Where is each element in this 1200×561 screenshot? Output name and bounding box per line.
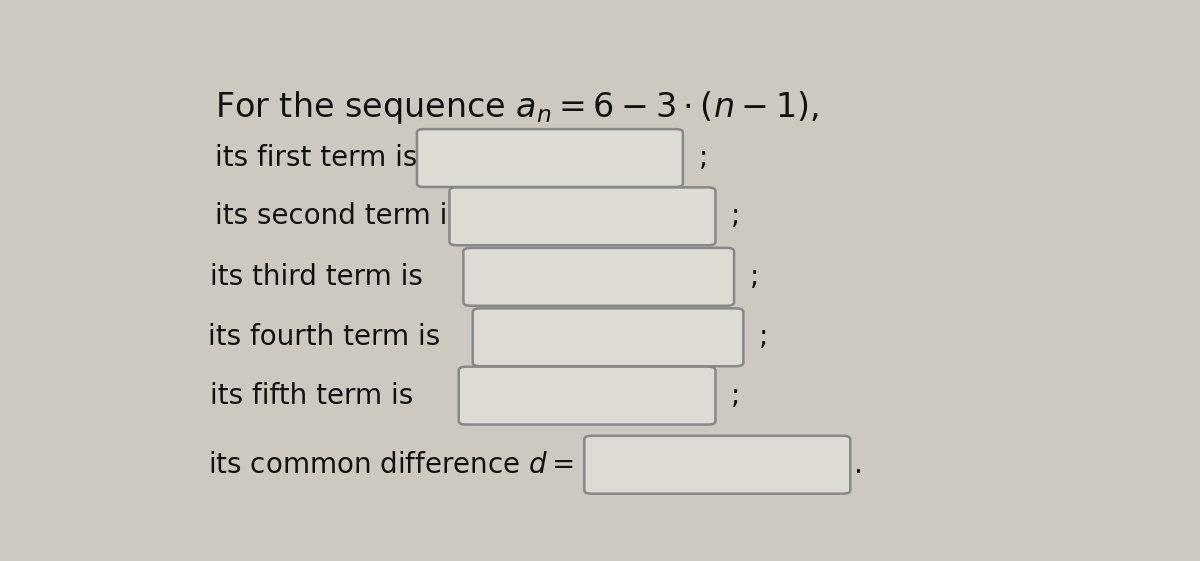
FancyBboxPatch shape xyxy=(458,367,715,425)
FancyBboxPatch shape xyxy=(584,436,851,494)
Text: ;: ; xyxy=(750,263,760,291)
Text: its fourth term is: its fourth term is xyxy=(208,323,440,351)
FancyBboxPatch shape xyxy=(473,309,743,366)
Text: ;: ; xyxy=(698,144,708,172)
FancyBboxPatch shape xyxy=(450,187,715,245)
Text: ;: ; xyxy=(731,203,740,231)
Text: .: . xyxy=(854,450,863,479)
Text: For the sequence $a_n = 6 - 3 \cdot (n - 1),$: For the sequence $a_n = 6 - 3 \cdot (n -… xyxy=(215,89,818,126)
Text: its common difference $d =$: its common difference $d =$ xyxy=(208,450,574,479)
Text: ;: ; xyxy=(731,381,740,410)
Text: its fifth term is: its fifth term is xyxy=(210,381,414,410)
Text: its first term is: its first term is xyxy=(215,144,418,172)
FancyBboxPatch shape xyxy=(463,248,734,306)
FancyBboxPatch shape xyxy=(416,129,683,187)
Text: its third term is: its third term is xyxy=(210,263,424,291)
Text: its second term is: its second term is xyxy=(215,203,462,231)
Text: ;: ; xyxy=(760,323,768,351)
